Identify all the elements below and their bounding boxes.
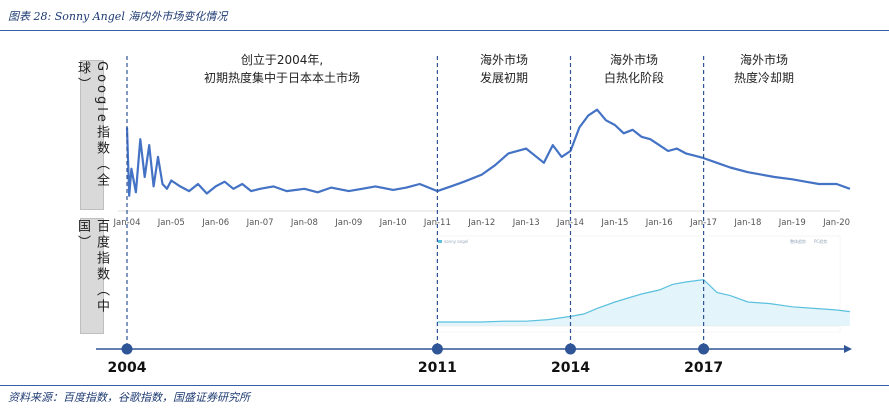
- google-x-tick-label: Jan-06: [201, 218, 229, 228]
- google-x-tick-label: Jan-19: [778, 218, 806, 228]
- phase-1-line1: 创立于2004年,: [241, 52, 323, 67]
- google-x-tick-label: Jan-09: [334, 218, 362, 228]
- google-series-line: [125, 108, 851, 197]
- google-x-tick-label: Jan-07: [246, 218, 274, 228]
- google-x-tick-label: Jan-14: [556, 218, 584, 228]
- timeline-arrow-icon: [844, 345, 852, 353]
- google-x-tick-label: Jan-16: [645, 218, 673, 228]
- timeline-year-2011: 2011: [418, 360, 457, 376]
- baidu-legend-right-1: 整体趋势: [790, 238, 806, 244]
- phase-3-line1: 海外市场: [610, 52, 658, 67]
- baidu-index-label-text: 百度指数（中国）: [75, 219, 109, 315]
- google-x-tick-label: Jan-13: [512, 218, 540, 228]
- google-index-label-text: Google指数（全球）: [75, 61, 109, 189]
- source-note: 资料来源：百度指数，谷歌指数，国盛证券研究所: [8, 391, 250, 404]
- timeline-dot-2017: [698, 343, 710, 355]
- phase-dividers: [126, 56, 705, 345]
- google-x-tick-label: Jan-15: [600, 218, 628, 228]
- google-x-tick-label: Jan-12: [467, 218, 495, 228]
- google-x-tick-label: Jan-20: [822, 218, 850, 228]
- timeline-year-2017: 2017: [684, 360, 723, 376]
- phase-3-line2: 白热化阶段: [604, 70, 664, 85]
- bottom-rule: [0, 385, 889, 386]
- timeline-dot-2011: [431, 343, 443, 355]
- baidu-legend-right-2: PC趋势: [814, 238, 827, 244]
- google-x-tick-label: Jan-10: [379, 218, 407, 228]
- top-rule: [0, 30, 889, 31]
- google-x-tick-label: Jan-18: [733, 218, 761, 228]
- baidu-legend-swatch: [438, 240, 442, 243]
- google-x-tick-label: Jan-17: [689, 218, 717, 228]
- figure-title: 图表 28: Sonny Angel 海内外市场变化情况: [8, 10, 228, 23]
- baidu-index-label: 百度指数（中国）: [75, 218, 109, 334]
- baidu-legend-label: sonny angel: [444, 239, 468, 244]
- timeline-year-2004: 2004: [108, 360, 147, 376]
- timeline-year-2014: 2014: [551, 360, 590, 376]
- phase-2-line2: 发展初期: [480, 70, 528, 85]
- baidu-series-area: [437, 279, 850, 326]
- timeline-marks: 2004 2011 2014 2017: [108, 343, 723, 376]
- timeline-dot-2004: [121, 343, 133, 355]
- google-x-tick-label: Jan-05: [157, 218, 185, 228]
- phase-4-line2: 热度冷却期: [734, 70, 794, 85]
- baidu-chart: [436, 278, 850, 327]
- phase-1-line2: 初期热度集中于日本本土市场: [204, 70, 360, 85]
- phase-2-line1: 海外市场: [480, 52, 528, 67]
- phase-4-line1: 海外市场: [740, 52, 788, 67]
- google-index-label: Google指数（全球）: [75, 60, 109, 210]
- baidu-series-line: [437, 278, 850, 323]
- timeline-dot-2014: [565, 343, 576, 355]
- google-chart: [118, 108, 851, 212]
- google-x-tick-label: Jan-11: [423, 218, 451, 228]
- google-x-axis: Jan-04 Jan-05 Jan-06 Jan-07 Jan-08 Jan-09 Jan-…: [113, 218, 851, 228]
- google-x-tick-label: Jan-08: [290, 218, 318, 228]
- google-x-tick-label: Jan-04: [113, 218, 141, 228]
